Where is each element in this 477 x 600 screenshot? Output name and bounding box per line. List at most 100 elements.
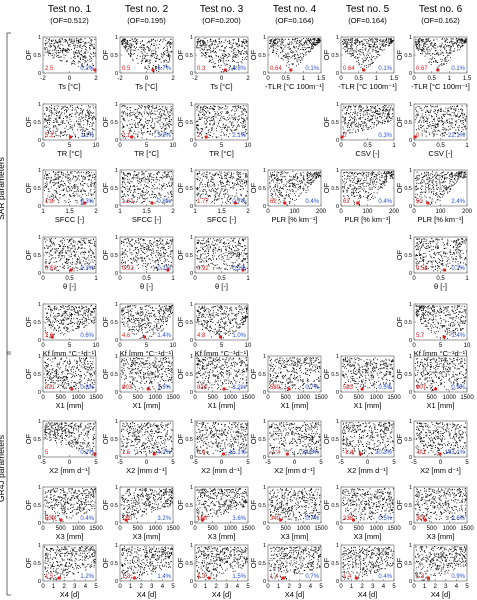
data-point	[370, 46, 372, 47]
data-point	[151, 106, 152, 108]
data-point	[350, 45, 352, 47]
data-point	[127, 188, 129, 190]
data-point	[134, 109, 136, 111]
data-point	[369, 119, 371, 120]
data-point	[441, 38, 443, 39]
data-point	[199, 184, 201, 186]
data-point	[356, 113, 358, 115]
data-point	[138, 183, 140, 184]
data-point	[392, 116, 394, 117]
data-point	[245, 109, 247, 111]
data-point	[219, 114, 221, 116]
data-point	[350, 45, 352, 46]
data-point	[160, 39, 162, 40]
data-point	[303, 49, 305, 51]
data-point	[282, 59, 284, 61]
data-point	[443, 123, 444, 124]
data-point	[271, 43, 273, 45]
data-point	[240, 51, 242, 52]
data-point	[75, 44, 77, 46]
data-point	[76, 46, 78, 48]
data-point	[354, 111, 356, 112]
data-point	[86, 120, 88, 121]
data-point	[232, 39, 234, 41]
data-point	[70, 40, 72, 42]
data-point	[310, 48, 312, 50]
data-point	[243, 105, 244, 107]
data-point	[50, 118, 52, 119]
data-point	[362, 40, 364, 42]
data-point	[452, 105, 453, 107]
data-point	[351, 38, 353, 39]
data-point	[66, 111, 68, 112]
data-point	[242, 173, 244, 175]
data-point	[51, 133, 53, 135]
data-point	[355, 51, 357, 53]
data-point	[86, 183, 88, 185]
data-point	[210, 45, 212, 46]
data-point	[343, 43, 345, 44]
data-point	[70, 106, 72, 108]
data-point	[217, 173, 219, 175]
data-point	[71, 105, 73, 106]
data-point	[155, 187, 157, 189]
data-point	[90, 193, 92, 195]
data-point	[203, 49, 205, 51]
data-point	[163, 118, 165, 119]
data-point	[82, 56, 84, 58]
data-point	[285, 57, 287, 59]
data-point	[386, 118, 388, 120]
data-point	[79, 41, 81, 43]
data-point	[136, 185, 138, 187]
data-point	[79, 123, 81, 125]
data-point	[227, 63, 229, 65]
data-point	[132, 58, 134, 60]
data-point	[164, 125, 166, 127]
data-point	[439, 54, 441, 55]
data-point	[238, 115, 240, 117]
data-point	[347, 50, 349, 52]
data-point	[224, 127, 225, 129]
data-point	[82, 112, 83, 114]
data-point	[234, 114, 236, 116]
data-point	[241, 114, 243, 116]
data-point	[270, 39, 272, 41]
data-point	[280, 42, 282, 44]
data-point	[463, 126, 465, 128]
data-point	[238, 106, 240, 108]
data-point	[307, 44, 309, 46]
data-point	[223, 183, 224, 184]
data-point	[205, 108, 207, 109]
data-point	[124, 46, 126, 48]
data-point	[232, 42, 234, 44]
optimum-marker	[93, 68, 97, 72]
data-point	[59, 118, 61, 119]
data-point	[203, 175, 205, 177]
data-point	[84, 56, 86, 58]
data-point	[202, 41, 204, 43]
data-point	[294, 46, 295, 48]
data-point	[76, 193, 78, 195]
data-point	[57, 41, 58, 43]
data-point	[446, 62, 448, 64]
data-point	[204, 45, 206, 47]
data-point	[153, 44, 155, 46]
data-point	[224, 188, 226, 190]
data-point	[224, 185, 226, 187]
data-point	[418, 46, 420, 48]
data-point	[288, 48, 290, 50]
data-point	[55, 190, 57, 191]
data-point	[91, 43, 92, 45]
data-point	[134, 191, 136, 193]
data-point	[128, 172, 130, 174]
data-point	[461, 43, 463, 45]
data-point	[146, 189, 147, 191]
data-point	[205, 194, 207, 195]
data-point	[91, 194, 92, 196]
data-point	[237, 126, 239, 128]
data-point	[146, 178, 148, 180]
data-point	[144, 201, 145, 202]
data-point	[270, 41, 272, 43]
optimum-value: 0.64	[343, 66, 355, 72]
data-point	[65, 109, 67, 110]
